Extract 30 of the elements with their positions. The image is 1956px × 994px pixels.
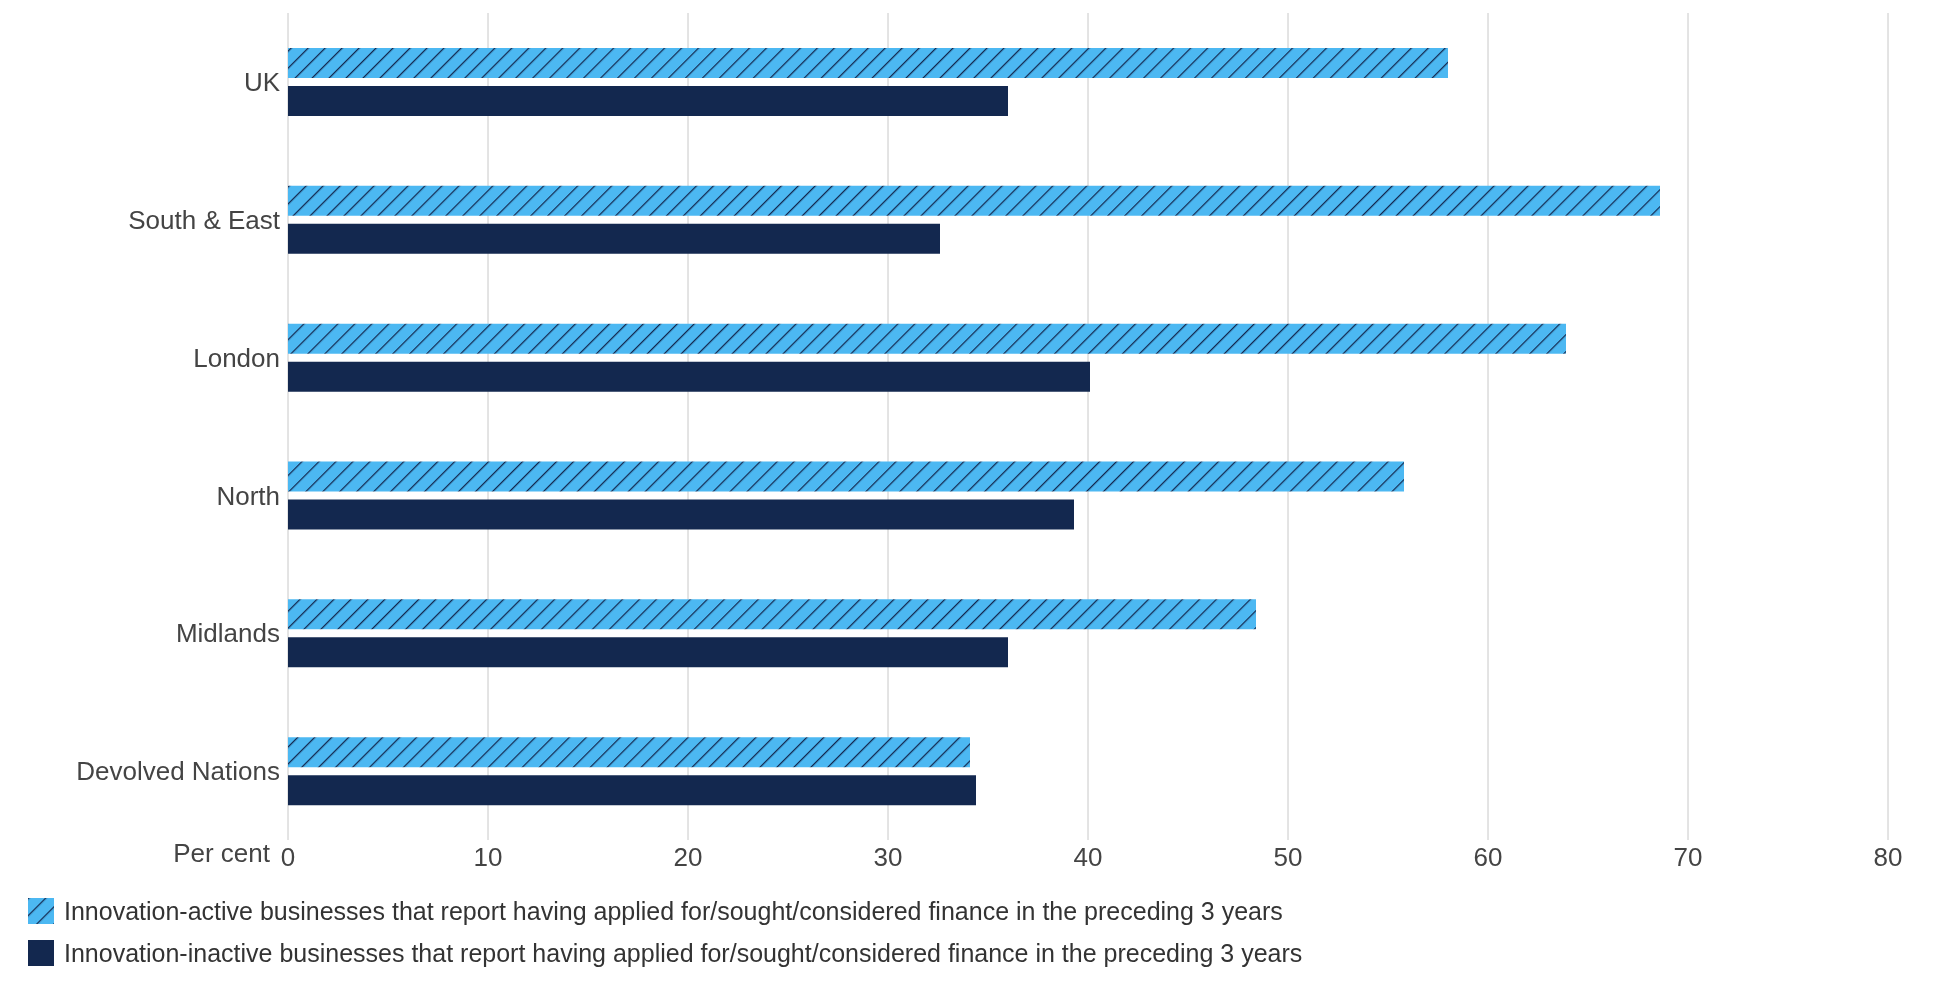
x-tick-label: 0 <box>280 842 296 873</box>
bar <box>288 737 970 768</box>
y-tick-label: UK <box>243 67 281 98</box>
y-tick-label: Devolved Nations <box>76 756 280 787</box>
bar <box>288 185 1660 216</box>
y-tick-label: Midlands <box>175 618 280 649</box>
bar <box>288 223 940 254</box>
x-tick-label: 50 <box>1273 842 1303 873</box>
bar <box>288 637 1008 668</box>
bar <box>288 86 1008 116</box>
x-tick-label: 40 <box>1073 842 1103 873</box>
x-tick-label: 60 <box>1473 842 1503 873</box>
legend-label: Innovation-active businesses that report having applied for/sought/considered finance in the preceding 3 years <box>64 896 1283 926</box>
x-tick-label: 30 <box>873 842 903 873</box>
bar <box>288 361 1090 392</box>
y-tick-label: London <box>193 342 280 373</box>
y-tick-label: North <box>216 480 280 511</box>
y-tick-label: South & East <box>128 204 281 235</box>
bar <box>288 775 976 806</box>
x-axis-title: Per cent <box>173 838 271 869</box>
x-tick-label: 20 <box>673 842 703 873</box>
bar <box>288 599 1256 630</box>
x-tick-label: 70 <box>1673 842 1703 873</box>
bar <box>288 461 1404 492</box>
legend-label: Innovation-inactive businesses that report having applied for/sought/considered finance in the preceding 3 years <box>64 938 1303 968</box>
x-tick-label: 10 <box>473 842 503 873</box>
x-tick-label: 80 <box>1873 842 1903 873</box>
bar <box>288 48 1448 78</box>
bar <box>288 323 1566 354</box>
bar <box>288 499 1074 530</box>
